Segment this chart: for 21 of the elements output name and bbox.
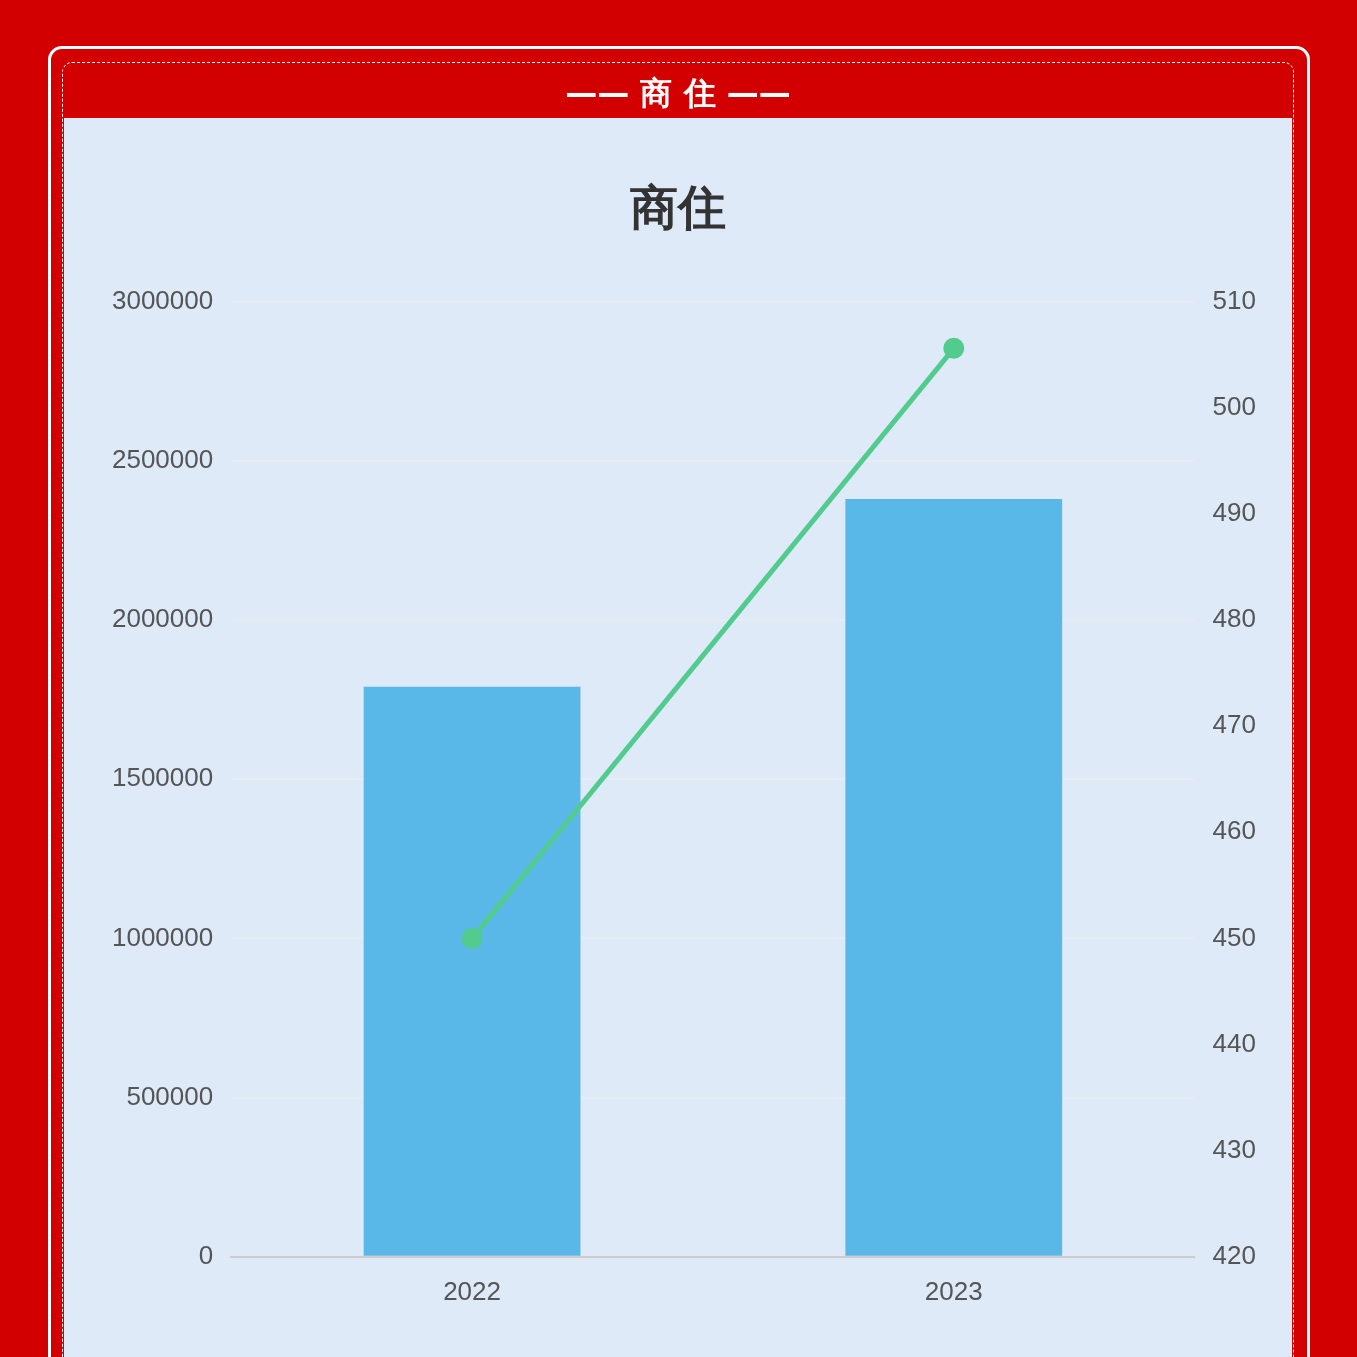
y-tick-label: 0 — [198, 1239, 214, 1270]
x-tick-label: 2022 — [443, 1275, 501, 1306]
y2-tick-label: 440 — [1212, 1027, 1257, 1058]
y2-tick-label: 450 — [1212, 921, 1257, 952]
chart-title: 商住 — [629, 178, 727, 237]
y2-tick-label: 430 — [1212, 1133, 1257, 1164]
x-tick-label: 2023 — [924, 1275, 983, 1306]
text: —— 商 住 —— — [565, 74, 791, 112]
y-tick-label: 1000000 — [111, 921, 214, 952]
y2-tick-label: 420 — [1212, 1239, 1257, 1270]
y2-tick-label: 470 — [1212, 709, 1257, 740]
y-tick-label: 1500000 — [111, 762, 214, 793]
y-tick-label: 3000000 — [111, 284, 214, 315]
y-tick-label: 2000000 — [111, 603, 214, 634]
y2-tick-label: 500 — [1212, 390, 1257, 421]
y2-tick-label: 510 — [1212, 284, 1257, 315]
y-tick-label: 500000 — [126, 1080, 214, 1111]
y2-tick-label: 460 — [1212, 815, 1257, 846]
y-tick-label: 2500000 — [111, 443, 214, 474]
y2-tick-label: 480 — [1212, 603, 1257, 634]
y2-tick-label: 490 — [1212, 497, 1257, 528]
